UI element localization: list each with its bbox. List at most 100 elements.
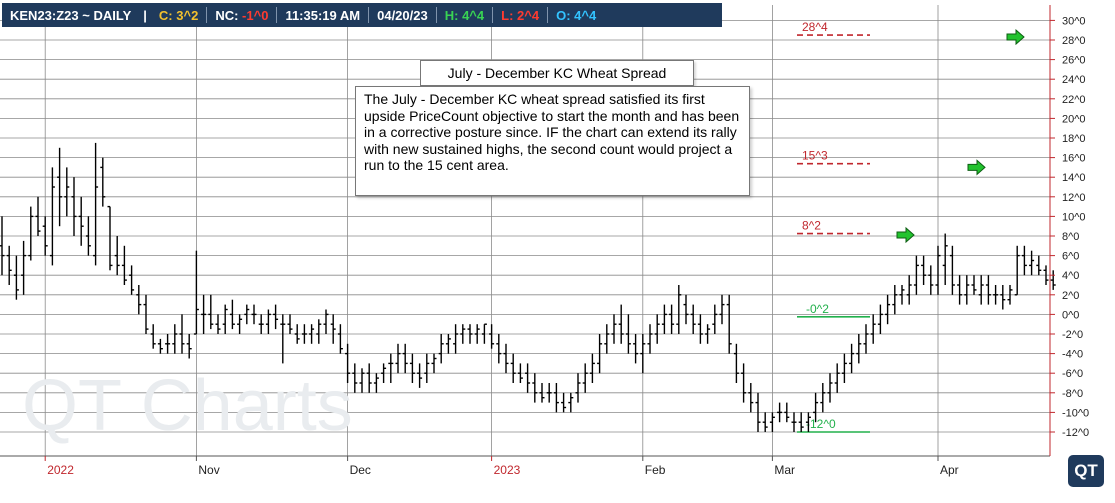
price-bar [741,363,747,403]
price-bar [460,324,466,344]
price-bar [489,324,495,349]
price-bar [294,324,300,344]
y-tick-label: 20^0 [1062,113,1086,125]
net-change-value: -1^0 [242,7,269,23]
price-bar [157,338,163,354]
price-bar [258,314,264,334]
price-bar [64,167,70,217]
price-bar [409,353,415,383]
separator [206,7,208,23]
price-bar [366,363,372,393]
price-bar [150,324,156,349]
open-label: O: [556,7,571,23]
price-bar [431,353,437,374]
price-bar [755,392,761,432]
price-bar [733,343,739,383]
price-bar [395,343,401,374]
price-bar [280,314,286,364]
price-bar [251,304,257,325]
price-bar [1050,270,1056,290]
price-bar [589,353,595,383]
y-tick-label: 26^0 [1062,55,1086,67]
price-bar [517,363,523,383]
price-bar [345,343,351,383]
y-tick-label: 22^0 [1062,94,1086,106]
price-bar [546,383,552,403]
price-bar [107,205,113,271]
watermark: QT Charts [22,366,353,446]
price-bar [6,245,12,285]
price-bar [676,285,682,334]
price-bar [229,299,235,330]
price-bar [481,323,487,344]
price-bar [28,206,34,261]
price-bar [611,314,617,344]
price-bar [474,324,480,344]
close-field: C: 3^2 [151,3,206,27]
price-bar [906,275,912,305]
price-bar [13,255,19,300]
price-bar [453,324,459,354]
price-bar [201,294,207,334]
separator [368,7,370,23]
y-axis: 30^0 28^0 26^0 24^0 22^0 20^0 18^0 16^0 14^0 12^0… [1049,5,1089,456]
price-bar [143,294,149,334]
price-bar [712,304,718,334]
right-arrow-icon [896,226,915,244]
price-bar [424,353,430,383]
price-bar [100,157,106,207]
target-label: -0^2 [806,302,829,316]
low-field: L: 2^4 [493,3,547,27]
y-tick-label: 16^0 [1062,153,1086,165]
target-label: 15^3 [802,149,828,163]
x-tick-label: Mar [774,463,795,477]
price-bar [337,324,343,354]
price-bar [921,255,927,285]
price-bar [445,334,451,354]
y-tick-label: 28^0 [1062,35,1086,47]
price-bar [1021,245,1027,276]
price-bar [496,334,502,364]
x-tick-label: 2023 [494,463,521,477]
close-value: 3^2 [176,7,199,23]
price-bar [381,363,387,383]
price-bar [661,304,667,334]
target-label: 28^4 [802,20,828,34]
price-bar [949,245,955,295]
y-tick-label: 14^0 [1062,172,1086,184]
high-label: H: [444,7,459,23]
price-bar [618,304,624,344]
price-bar [834,363,840,393]
price-bar [193,250,199,335]
price-bar [813,392,819,423]
price-bar [114,236,120,276]
price-bar [129,265,135,295]
open-field: O: 4^4 [548,3,604,27]
price-bar [863,324,869,354]
y-tick-label: 24^0 [1062,74,1086,86]
y-tick-label: 4^0 [1062,270,1079,282]
price-bars [0,142,1056,432]
price-bar [244,304,250,325]
price-bar [690,304,696,334]
target-label: 8^2 [802,219,821,233]
y-tick-label: 12^0 [1062,192,1086,204]
y-tick-label: -12^0 [1062,427,1089,439]
price-bar [877,304,883,334]
price-bar [85,216,91,256]
x-tick-label: Feb [645,463,666,477]
price-bar [186,334,192,359]
price-bar [762,412,768,432]
low-value: 2^4 [517,7,540,23]
price-bar [985,275,991,305]
quote-header: KEN23:Z23 ~ DAILY | C: 3^2 NC: -1^0 11:3… [2,3,722,27]
price-targets: 28^4 15^3 8^2 -0^2 -12^0 [797,20,870,433]
grid-lines [0,5,1050,457]
price-bar [71,177,77,236]
price-bar [265,309,271,334]
price-bar [388,353,394,383]
price-bar [208,294,214,330]
price-bar [892,285,898,315]
separator [547,7,549,23]
price-bar [705,324,711,344]
